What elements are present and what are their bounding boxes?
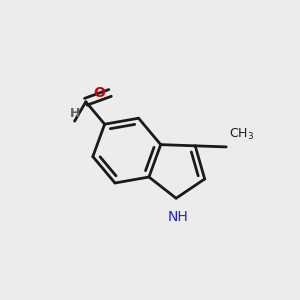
Text: H: H <box>69 107 80 120</box>
Text: CH$_3$: CH$_3$ <box>229 127 254 142</box>
Text: NH: NH <box>167 210 188 224</box>
Text: O: O <box>94 86 106 100</box>
